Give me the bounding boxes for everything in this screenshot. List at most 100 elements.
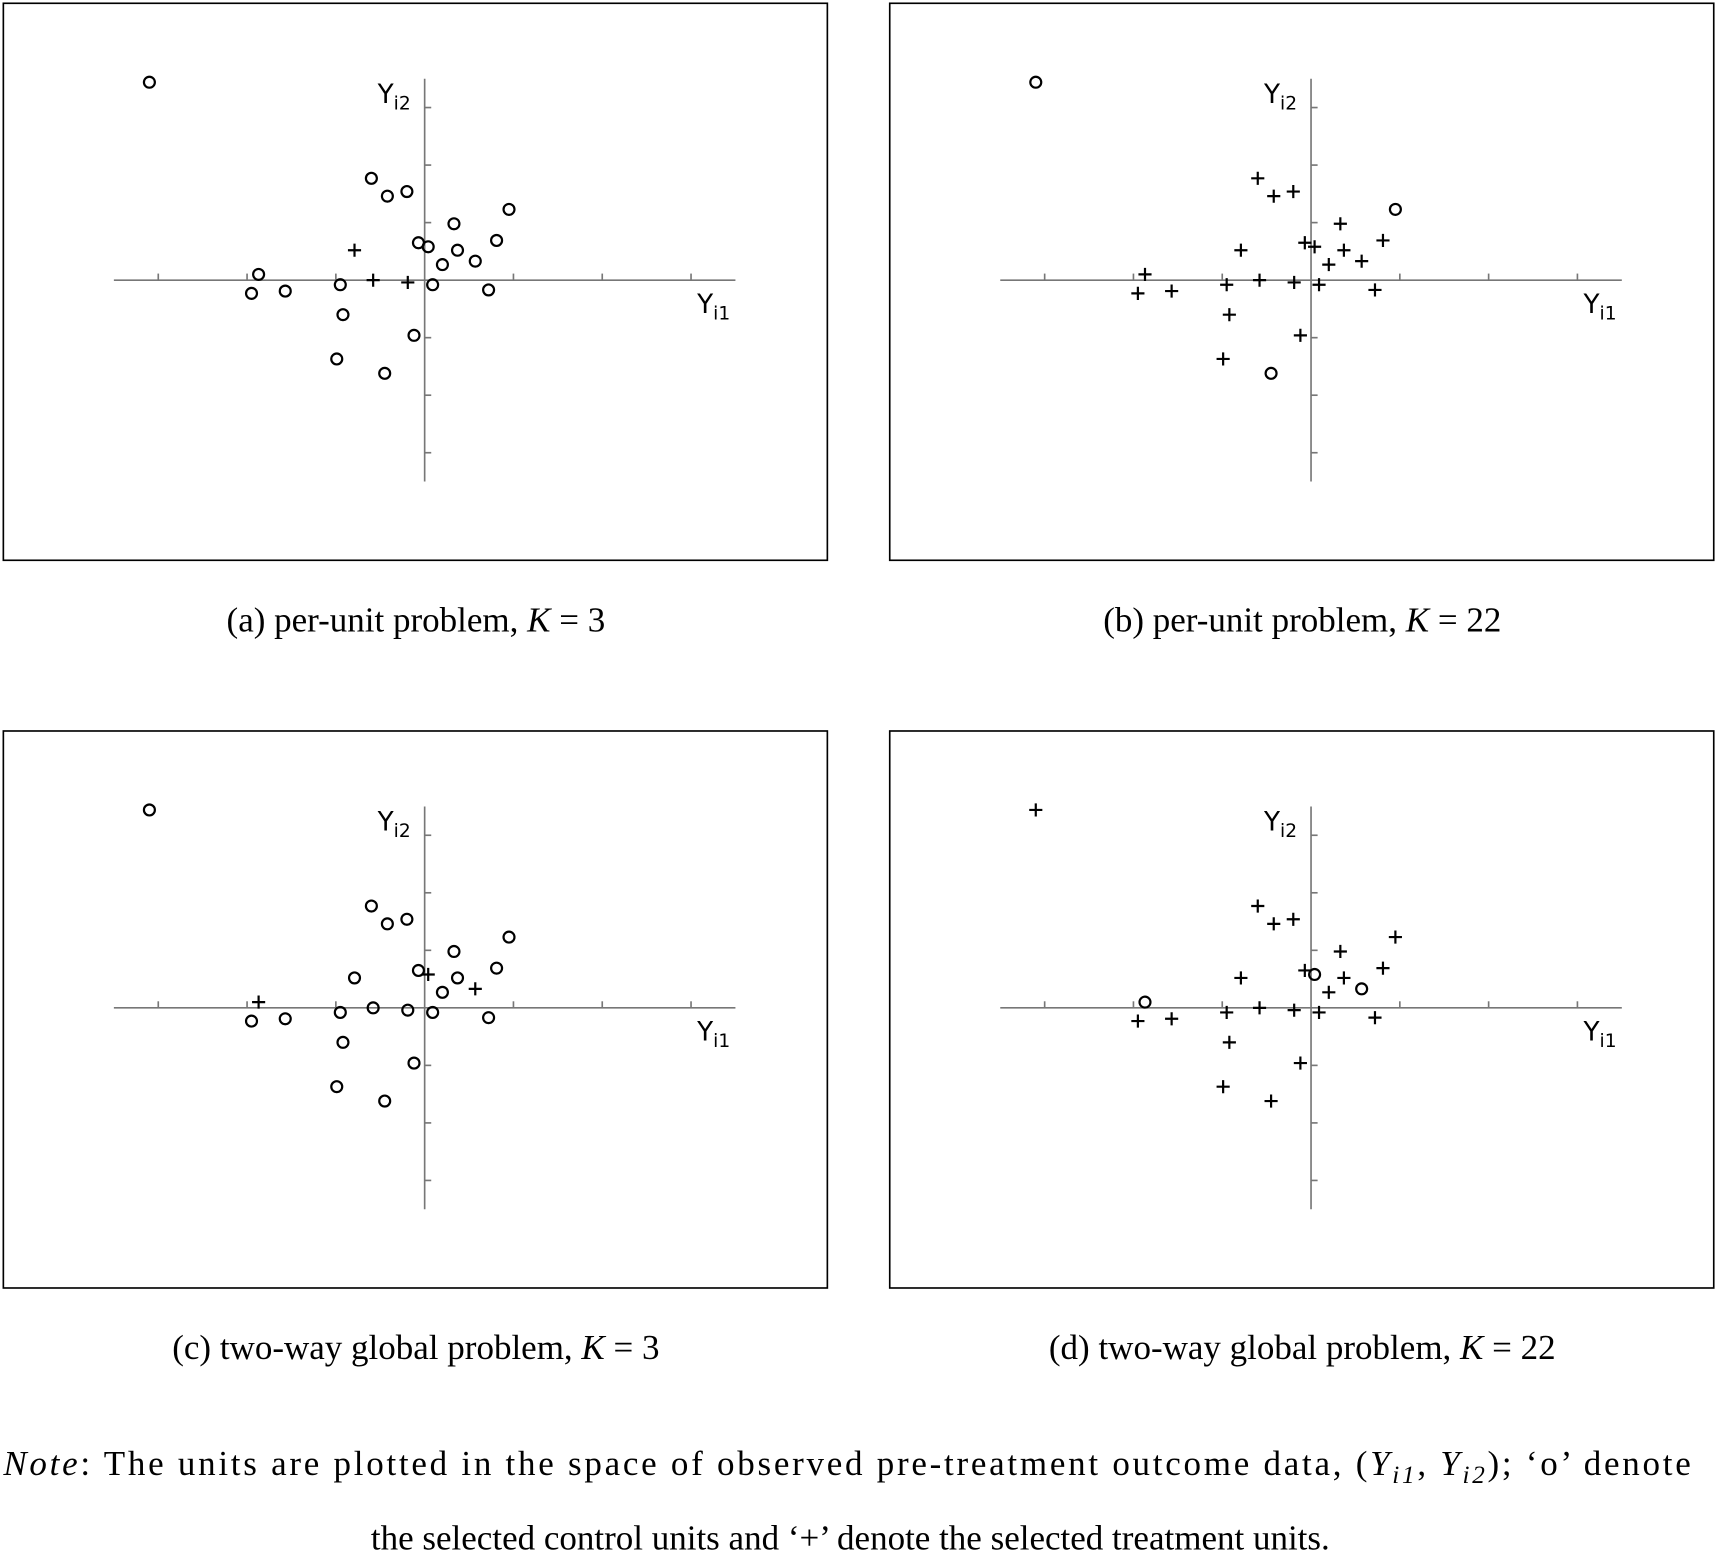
caption-part: = 22 <box>1483 1328 1555 1367</box>
x-axis-label-sub: i1 <box>713 1031 730 1052</box>
treatment-point <box>1165 284 1179 298</box>
note-line: the selected control units and ‘+’ denot… <box>371 1519 1330 1555</box>
control-point <box>347 971 362 985</box>
control-point <box>435 258 449 272</box>
treatment-point <box>1029 803 1043 817</box>
control-point <box>278 1012 292 1026</box>
note-label: Note <box>2 1444 77 1483</box>
x-axis-label: Yi1 <box>696 1018 730 1053</box>
control-point <box>490 961 504 975</box>
control-point <box>366 1001 380 1015</box>
caption-part: (b) per-unit problem, <box>1103 600 1406 639</box>
x-axis-label-main: Y <box>1583 1018 1601 1048</box>
treatment-point <box>468 982 482 996</box>
treatment-point <box>1322 258 1336 272</box>
control-point <box>1308 967 1322 982</box>
caption-part: (a) per-unit problem, <box>227 600 528 639</box>
treatment-point <box>1355 254 1369 268</box>
treatment-point <box>421 967 435 982</box>
control-point <box>378 366 392 380</box>
control-point <box>468 254 482 268</box>
panel-frame <box>2 730 829 1289</box>
treatment-point <box>1298 236 1312 250</box>
control-point <box>380 189 394 203</box>
panel-frame <box>888 730 1715 1289</box>
control-point <box>252 267 266 281</box>
control-point <box>142 803 156 817</box>
x-axis-label-main: Y <box>696 1018 714 1048</box>
treatment-point <box>1293 328 1307 342</box>
y-axis-label-sub: i2 <box>394 821 411 842</box>
treatment-point <box>1376 961 1390 975</box>
caption-part: K <box>1405 600 1431 639</box>
treatment-point <box>1286 184 1300 199</box>
treatment-point <box>1298 963 1312 978</box>
treatment-point <box>1337 971 1351 985</box>
control-point <box>435 985 449 999</box>
note-part: ); ‘o’ denote <box>1488 1444 1691 1483</box>
treatment-point <box>1216 1080 1230 1094</box>
caption-part: (c) two-way global problem, <box>172 1328 581 1367</box>
x-axis-label-main: Y <box>1583 290 1601 320</box>
control-point <box>330 1080 344 1094</box>
treatment-point <box>1312 278 1326 292</box>
control-point <box>502 930 516 944</box>
y-axis-label-sub: i2 <box>1280 93 1297 114</box>
note-part: i2 <box>1463 1462 1486 1489</box>
control-point <box>1138 995 1152 1009</box>
y-axis-label-sub: i2 <box>394 93 411 114</box>
treatment-point <box>1368 283 1382 297</box>
treatment-point <box>1368 1011 1382 1025</box>
note-part: : The units are plotted in the space of … <box>80 1444 1367 1483</box>
control-point <box>502 202 516 216</box>
treatment-point <box>1333 217 1347 231</box>
treatment-point <box>1293 1056 1307 1070</box>
control-point <box>400 912 414 926</box>
control-point <box>333 1005 347 1020</box>
caption: (c) two-way global problem, K = 3 <box>172 1328 659 1367</box>
control-point <box>333 278 347 292</box>
control-point <box>1355 982 1369 996</box>
note-line: Note: The units are plotted in the space… <box>2 1444 1690 1489</box>
treatment-point <box>1333 944 1347 959</box>
control-point <box>380 917 394 931</box>
treatment-point <box>1138 267 1152 281</box>
treatment-point <box>1308 240 1322 254</box>
control-point <box>482 1011 496 1025</box>
y-axis-label: Yi2 <box>1263 808 1297 843</box>
control-point <box>244 1014 259 1028</box>
control-point <box>447 944 461 959</box>
panel-frame <box>888 2 1715 562</box>
treatment-point <box>1220 278 1234 292</box>
note-part: Y <box>1370 1444 1393 1483</box>
treatment-point <box>1286 912 1300 926</box>
treatment-point <box>1337 243 1351 257</box>
treatment-point <box>1264 1094 1278 1108</box>
treatment-point <box>1388 930 1402 944</box>
caption-part: = 22 <box>1429 600 1501 639</box>
panel-frame <box>2 2 829 562</box>
treatment-point <box>1376 233 1390 248</box>
caption-part: (d) two-way global problem, <box>1049 1328 1460 1367</box>
x-axis-label-sub: i1 <box>1600 304 1617 325</box>
treatment-point <box>252 995 266 1009</box>
caption-part: K <box>1459 1328 1485 1367</box>
control-point <box>426 278 440 292</box>
caption-part: K <box>580 1328 606 1367</box>
y-axis-label-main: Y <box>377 808 395 838</box>
y-axis-label-main: Y <box>377 80 395 110</box>
y-axis-label-sub: i2 <box>1280 821 1297 842</box>
control-point <box>421 240 435 254</box>
control-point <box>411 963 426 978</box>
caption-part: K <box>526 600 552 639</box>
control-point <box>1264 366 1278 380</box>
control-point <box>278 284 292 298</box>
caption: (a) per-unit problem, K = 3 <box>227 600 606 639</box>
control-point <box>142 75 156 89</box>
control-point <box>401 1003 415 1017</box>
treatment-point <box>1312 1005 1326 1020</box>
x-axis-label-main: Y <box>696 290 714 320</box>
